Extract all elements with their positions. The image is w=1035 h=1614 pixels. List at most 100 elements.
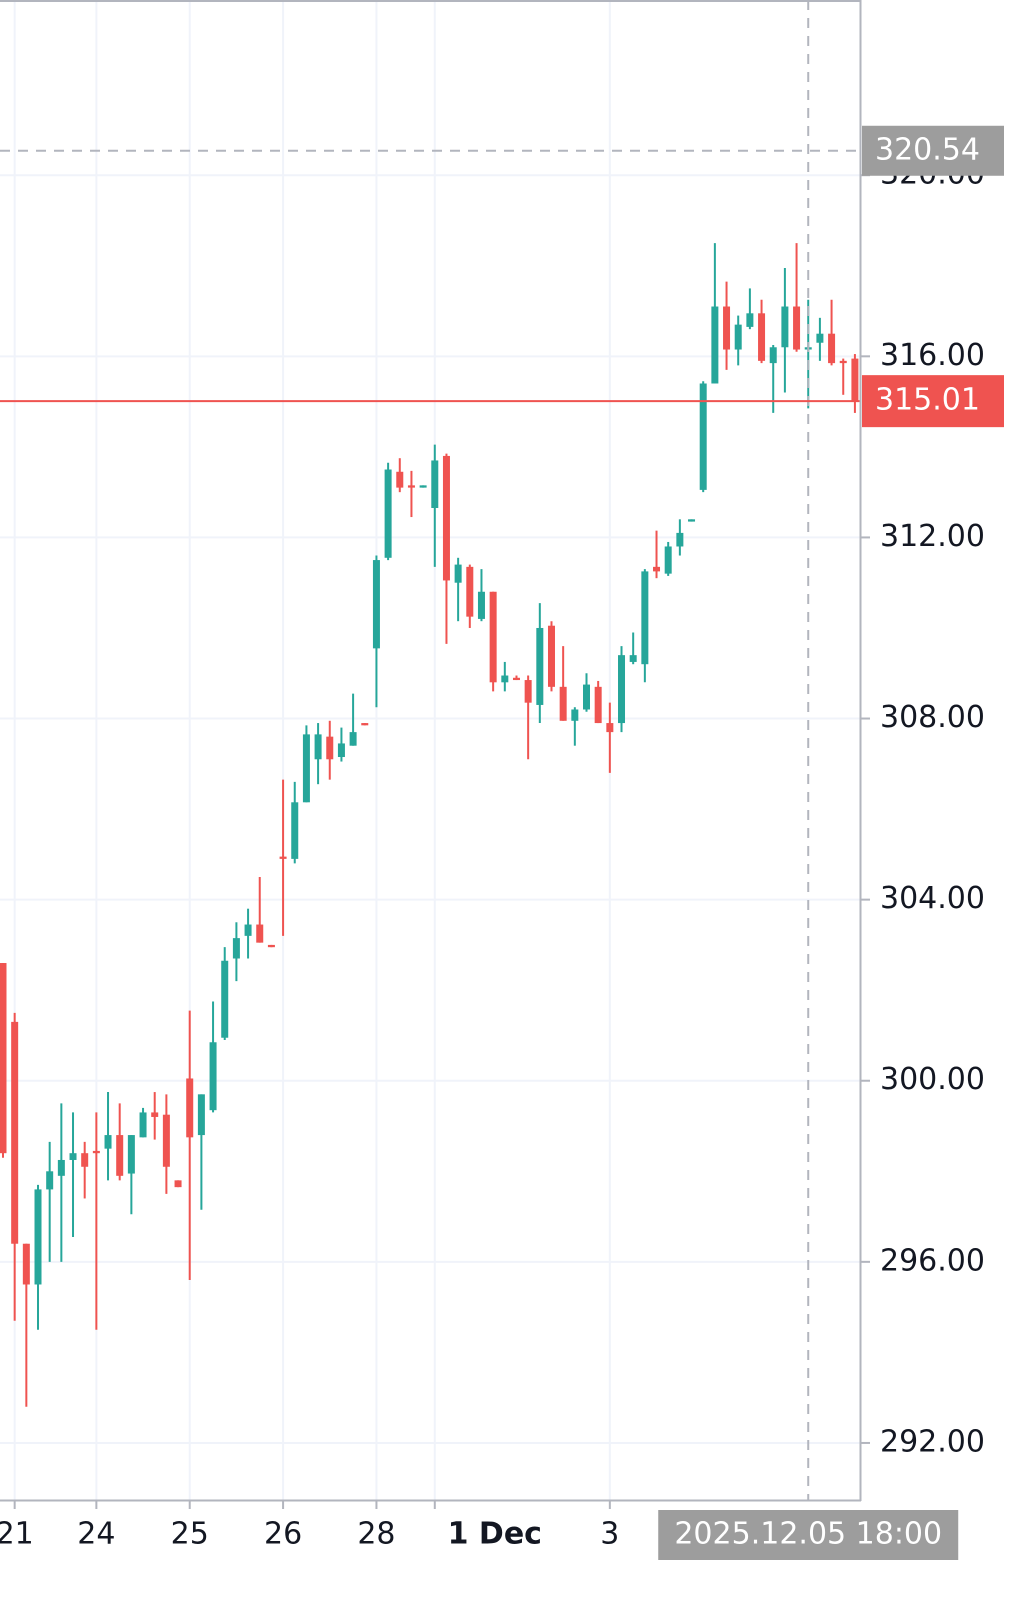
candle-body	[699, 383, 707, 490]
axes: 292.00 296.00 300.00 304.00 308.00 312.00 316.…	[0, 125, 1004, 1560]
x-tick-label: 1 Dec	[448, 1517, 542, 1552]
candle-body	[583, 684, 590, 710]
candle-body	[162, 1114, 170, 1167]
candle-body	[384, 469, 392, 558]
candle-body	[769, 347, 777, 364]
x-tick-label: 21	[0, 1517, 34, 1552]
candle-body	[664, 546, 672, 574]
candle-body	[349, 732, 357, 746]
candle-body	[407, 485, 415, 488]
candle-body	[22, 1243, 30, 1285]
candles	[0, 243, 859, 1407]
candle-body	[361, 723, 369, 726]
candle-body	[256, 924, 264, 943]
candle-body	[431, 460, 439, 508]
candle-body	[302, 734, 310, 803]
crosshair-time-box	[658, 1510, 959, 1560]
candle-body	[372, 560, 380, 649]
candle-body	[139, 1112, 147, 1138]
candle-body	[81, 1153, 89, 1167]
candle-body	[454, 564, 462, 583]
candle-body	[46, 1171, 54, 1190]
candle-body	[477, 591, 485, 619]
candle-body	[793, 306, 801, 350]
candle-body	[0, 963, 7, 1154]
crosshair-time-label: 2025.12.05 18:00	[674, 1517, 942, 1552]
candle-body	[536, 627, 544, 705]
candle-body	[197, 1094, 205, 1136]
candle-body	[244, 924, 252, 936]
candle-body	[267, 944, 275, 948]
grid	[0, 0, 860, 1500]
candle-body	[676, 532, 684, 547]
candle-body	[442, 455, 450, 581]
y-tick-label: 296.00	[880, 1243, 985, 1278]
candle-body	[618, 655, 626, 724]
candle-body	[711, 306, 719, 384]
candle-body	[151, 1112, 159, 1117]
candle-body	[314, 734, 322, 760]
candle-body	[326, 736, 334, 760]
candle-body	[594, 686, 602, 724]
candle-body	[419, 485, 427, 488]
candle-body	[489, 591, 497, 683]
candle-body	[57, 1159, 65, 1176]
candle-body	[116, 1135, 124, 1176]
candle-body	[653, 566, 661, 572]
candle-body	[291, 802, 299, 859]
candle-body	[186, 1078, 194, 1138]
candle-body	[851, 358, 859, 402]
candle-body	[688, 519, 696, 522]
candle-body	[11, 1021, 19, 1244]
candle-body	[127, 1135, 135, 1174]
candle-body	[734, 324, 742, 350]
crosshair-price-box	[862, 125, 1004, 176]
candle-body	[466, 566, 474, 617]
candle-body	[396, 471, 404, 488]
candle-body	[571, 709, 579, 721]
x-tick-label: 24	[77, 1517, 115, 1552]
y-tick-label: 312.00	[880, 519, 985, 554]
candle-body	[104, 1135, 112, 1149]
candle-body	[746, 313, 754, 327]
y-tick-label: 308.00	[880, 700, 985, 735]
overlays	[0, 0, 860, 1500]
last-price-label: 315.01	[875, 383, 980, 418]
candle-body	[559, 686, 567, 721]
x-tick-label: 3	[600, 1517, 619, 1552]
last-price-box	[862, 375, 1004, 428]
candle-body	[606, 723, 614, 733]
candle-body	[723, 306, 731, 350]
candle-body	[547, 625, 555, 687]
candle-body	[781, 306, 789, 348]
candle-body	[92, 1150, 100, 1154]
candle-body	[828, 333, 836, 364]
y-tick-label: 304.00	[880, 881, 985, 916]
candle-body	[524, 680, 532, 703]
candle-body	[629, 655, 637, 662]
candle-body	[34, 1189, 42, 1285]
y-tick-label: 316.00	[880, 338, 985, 373]
candle-body	[69, 1153, 77, 1160]
x-tick-label: 25	[171, 1517, 209, 1552]
candle-body	[839, 360, 847, 364]
candle-body	[221, 960, 229, 1038]
candle-body	[232, 938, 240, 959]
candle-body	[337, 743, 345, 758]
candle-body	[512, 677, 520, 681]
candle-body	[174, 1180, 182, 1188]
candle-body	[501, 675, 509, 683]
candle-body	[816, 333, 824, 343]
price-axis-bg	[861, 0, 1035, 1614]
x-tick-label: 26	[264, 1517, 302, 1552]
candle-body	[641, 571, 649, 665]
x-tick-label: 28	[357, 1517, 395, 1552]
candle-body	[758, 313, 766, 361]
crosshair-price-label: 320.54	[875, 132, 980, 167]
candle-body	[279, 856, 287, 859]
y-tick-label: 300.00	[880, 1062, 985, 1097]
candle-body	[209, 1042, 217, 1111]
y-tick-label: 292.00	[880, 1424, 985, 1459]
